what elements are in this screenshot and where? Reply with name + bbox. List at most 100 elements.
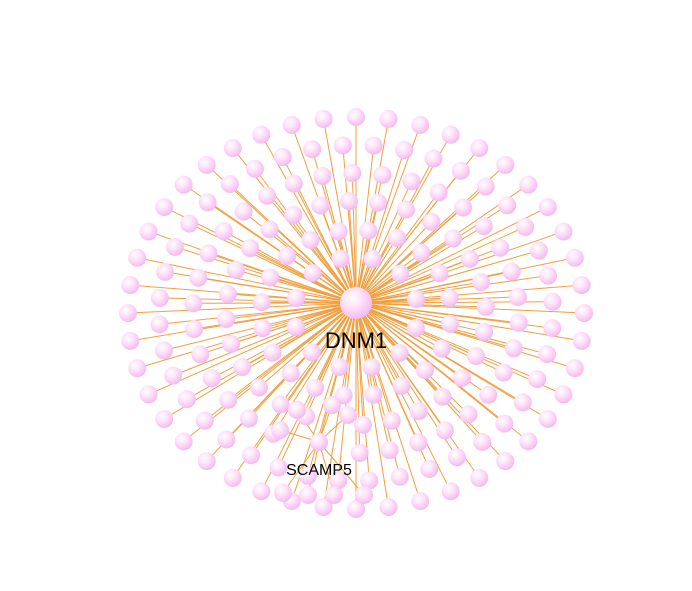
- gene-node[interactable]: [286, 318, 305, 337]
- gene-node[interactable]: [177, 390, 196, 409]
- gene-node[interactable]: [572, 276, 591, 295]
- gene-node[interactable]: [339, 406, 357, 424]
- gene-node[interactable]: [451, 161, 470, 180]
- gene-node[interactable]: [513, 393, 532, 412]
- gene-node[interactable]: [269, 458, 288, 477]
- gene-node[interactable]: [329, 222, 348, 241]
- gene-node[interactable]: [273, 148, 292, 167]
- gene-node[interactable]: [420, 459, 439, 478]
- gene-node[interactable]: [139, 385, 158, 404]
- gene-node[interactable]: [435, 421, 454, 440]
- gene-node[interactable]: [347, 500, 365, 518]
- gene-node[interactable]: [284, 205, 303, 224]
- gene-node[interactable]: [223, 468, 242, 487]
- gene-node[interactable]: [155, 409, 174, 428]
- gene-node[interactable]: [479, 385, 498, 404]
- gene-node[interactable]: [504, 339, 523, 358]
- gene-node[interactable]: [433, 387, 452, 406]
- gene-node[interactable]: [199, 244, 218, 263]
- gene-node[interactable]: [362, 358, 381, 377]
- gene-node[interactable]: [121, 276, 140, 295]
- gene-node[interactable]: [516, 217, 535, 236]
- gene-node[interactable]: [220, 175, 239, 194]
- gene-node[interactable]: [343, 164, 362, 183]
- gene-node[interactable]: [263, 343, 282, 362]
- gene-node[interactable]: [218, 285, 237, 304]
- gene-node[interactable]: [411, 115, 430, 134]
- gene-node[interactable]: [202, 369, 221, 388]
- gene-node[interactable]: [214, 222, 233, 241]
- gene-node[interactable]: [475, 322, 494, 341]
- gene-node[interactable]: [198, 193, 217, 212]
- gene-node[interactable]: [391, 264, 410, 283]
- gene-node[interactable]: [554, 222, 573, 241]
- gene-node[interactable]: [155, 262, 174, 281]
- gene-node[interactable]: [303, 264, 322, 283]
- gene-node[interactable]: [154, 341, 173, 360]
- gene-node[interactable]: [519, 432, 538, 451]
- gene-node[interactable]: [538, 409, 557, 428]
- gene-node[interactable]: [470, 139, 489, 158]
- gene-node[interactable]: [368, 193, 387, 212]
- gene-node[interactable]: [284, 174, 303, 193]
- gene-node[interactable]: [529, 241, 548, 260]
- gene-node[interactable]: [217, 430, 236, 449]
- gene-node[interactable]: [329, 471, 348, 490]
- gene-node[interactable]: [288, 401, 306, 419]
- gene-node[interactable]: [382, 411, 401, 430]
- gene-node[interactable]: [415, 361, 434, 380]
- gene-node[interactable]: [406, 318, 425, 337]
- gene-node[interactable]: [261, 268, 280, 287]
- gene-node[interactable]: [502, 262, 521, 281]
- gene-node[interactable]: [189, 268, 208, 287]
- gene-node[interactable]: [440, 288, 459, 307]
- gene-node[interactable]: [331, 249, 350, 268]
- gene-node[interactable]: [422, 212, 441, 231]
- gene-node[interactable]: [260, 220, 279, 239]
- scamp5-node[interactable]: [310, 433, 328, 451]
- gene-node[interactable]: [287, 289, 306, 308]
- gene-node[interactable]: [155, 198, 174, 217]
- gene-node[interactable]: [252, 482, 271, 501]
- gene-node[interactable]: [333, 136, 352, 155]
- gene-node[interactable]: [460, 249, 479, 268]
- gene-node[interactable]: [233, 358, 252, 377]
- gene-node[interactable]: [165, 237, 184, 256]
- gene-node[interactable]: [282, 115, 301, 134]
- gene-node[interactable]: [411, 492, 430, 511]
- gene-node[interactable]: [241, 239, 260, 258]
- gene-node[interactable]: [119, 304, 137, 322]
- gene-node[interactable]: [252, 293, 271, 312]
- dnm1-hub-node[interactable]: [340, 287, 372, 319]
- gene-node[interactable]: [539, 266, 558, 285]
- gene-node[interactable]: [191, 345, 210, 364]
- gene-node[interactable]: [543, 292, 562, 311]
- gene-node[interactable]: [432, 339, 451, 358]
- gene-node[interactable]: [565, 359, 584, 378]
- gene-node[interactable]: [452, 368, 471, 387]
- gene-node[interactable]: [303, 140, 322, 159]
- gene-node[interactable]: [390, 343, 409, 362]
- gene-node[interactable]: [364, 385, 383, 404]
- gene-node[interactable]: [364, 136, 383, 155]
- gene-node[interactable]: [363, 250, 382, 269]
- gene-node[interactable]: [473, 432, 492, 451]
- gene-node[interactable]: [430, 264, 449, 283]
- gene-node[interactable]: [496, 155, 515, 174]
- gene-node[interactable]: [402, 172, 421, 191]
- gene-node[interactable]: [185, 320, 204, 339]
- gene-node[interactable]: [448, 448, 467, 467]
- gene-node[interactable]: [249, 378, 268, 397]
- gene-node[interactable]: [538, 345, 557, 364]
- gene-node[interactable]: [519, 175, 538, 194]
- gene-node[interactable]: [509, 313, 528, 332]
- gene-node[interactable]: [543, 319, 562, 338]
- gene-node[interactable]: [355, 486, 373, 504]
- gene-node[interactable]: [459, 405, 478, 424]
- gene-node[interactable]: [311, 196, 330, 215]
- gene-node[interactable]: [424, 149, 443, 168]
- gene-node[interactable]: [217, 310, 236, 329]
- gene-node[interactable]: [197, 452, 216, 471]
- gene-node[interactable]: [314, 109, 333, 128]
- gene-node[interactable]: [347, 108, 365, 126]
